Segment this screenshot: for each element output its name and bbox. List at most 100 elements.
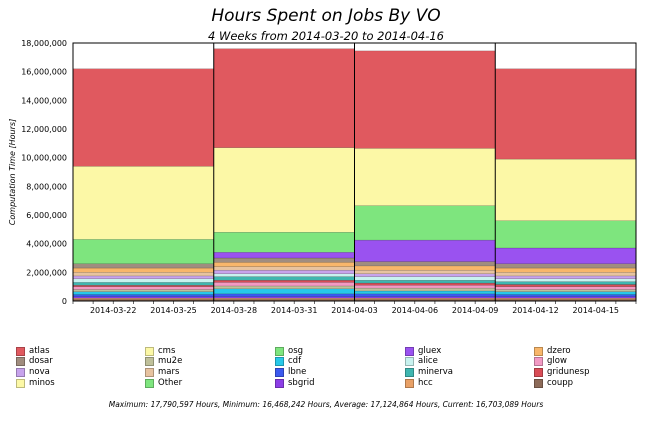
bar-segment-minerva xyxy=(72,282,214,286)
legend-swatch xyxy=(16,346,25,356)
legend-swatch xyxy=(405,367,414,377)
y-tick-label: 10,000,000 xyxy=(21,154,67,163)
bar-segment-nova xyxy=(354,273,496,277)
bar-segment-sbgrid xyxy=(213,296,355,299)
legend-item-cms: cms xyxy=(145,345,175,357)
bar-segment-cdf xyxy=(495,291,637,295)
legend-item-mars: mars xyxy=(145,366,179,378)
bar-segment-gluex xyxy=(213,252,355,259)
legend-item-mu2e: mu2e xyxy=(145,355,182,367)
bar-segment-nova xyxy=(495,275,637,279)
bar-segment-atlas xyxy=(354,50,496,149)
bar-segment-dzero xyxy=(354,265,496,271)
bar-segment-gridunesp xyxy=(213,280,355,283)
bar-segment-mu2e xyxy=(354,287,496,292)
bar-segment-minerva xyxy=(495,281,637,285)
bar-segment-dzero xyxy=(495,267,637,273)
bar-segment-cdf xyxy=(354,290,496,295)
bar-segment-osg xyxy=(72,239,214,264)
legend-label: mu2e xyxy=(158,356,183,366)
bar-segment-gridunesp xyxy=(354,282,496,286)
legend-swatch xyxy=(534,378,543,388)
legend-item-minerva: minerva xyxy=(405,366,453,378)
legend-swatch xyxy=(16,378,25,388)
bar-segment-minerva xyxy=(213,276,355,281)
bar-segment-hcc xyxy=(72,297,214,300)
legend-swatch xyxy=(275,356,284,366)
bar-segment-dosar xyxy=(72,263,214,269)
legend-label: glow xyxy=(547,356,567,366)
legend-item-minos: minos xyxy=(16,377,55,389)
bar-segment-cms xyxy=(354,148,496,206)
bar-segment-mars xyxy=(72,272,214,277)
bar-segment-gridunesp xyxy=(495,284,637,287)
y-tick-label: 14,000,000 xyxy=(21,96,67,105)
bar-segment-alice xyxy=(72,278,214,283)
bar-segment-gridunesp xyxy=(72,285,214,287)
bar-segment-dosar xyxy=(495,263,637,269)
legend-label: nova xyxy=(29,367,50,377)
legend-item-osg: osg xyxy=(275,345,303,357)
bar-segment-mu2e xyxy=(495,289,637,292)
legend-item-dzero: dzero xyxy=(534,345,571,357)
y-tick-label: 6,000,000 xyxy=(26,211,67,220)
bar-segment-alice xyxy=(354,276,496,281)
bar-segment-dzero xyxy=(213,262,355,267)
legend-swatch xyxy=(275,346,284,356)
legend-swatch xyxy=(275,378,284,388)
y-tick-label: 16,000,000 xyxy=(21,68,67,77)
x-tick-label: 2014-04-03 xyxy=(331,306,378,315)
legend-swatch xyxy=(145,367,154,377)
legend-swatch xyxy=(405,378,414,388)
bar-segment-lbne xyxy=(213,293,355,297)
bar-segment-lbne xyxy=(72,294,214,297)
legend-item-lbne: lbne xyxy=(275,366,306,378)
y-tick-label: 12,000,000 xyxy=(21,125,67,134)
x-tick-label: 2014-04-15 xyxy=(573,306,620,315)
bar-segment-cms xyxy=(495,158,637,221)
legend-swatch xyxy=(405,346,414,356)
bar-segment-glow xyxy=(213,282,355,287)
legend-item-nova: nova xyxy=(16,366,50,378)
bar-segment-dzero xyxy=(72,267,214,273)
legend-label: Other xyxy=(158,378,183,388)
bar-segment-mu2e xyxy=(213,285,355,290)
legend-label: cms xyxy=(158,346,176,356)
bar-segment-cdf xyxy=(72,291,214,295)
bar-segment-cms xyxy=(213,147,355,233)
footer-stats: Maximum: 17,790,597 Hours, Minimum: 16,4… xyxy=(108,400,544,409)
bar-segment-mars xyxy=(495,272,637,277)
y-tick-label: 4,000,000 xyxy=(26,240,67,249)
bar-segment-atlas xyxy=(213,48,355,148)
legend-label: gluex xyxy=(418,346,442,356)
x-tick-label: 2014-04-12 xyxy=(512,306,559,315)
legend-label: lbne xyxy=(288,367,307,377)
legend-item-dosar: dosar xyxy=(16,355,53,367)
legend-swatch xyxy=(16,367,25,377)
x-tick-label: 2014-03-28 xyxy=(211,306,258,315)
bar-segment-minerva xyxy=(354,280,496,284)
bar-segment-nova xyxy=(72,275,214,279)
axes: 0 2,000,000 4,000,000 6,000,000 8,000,000 10,… xyxy=(8,39,637,315)
bar-segment-sbgrid xyxy=(354,296,496,299)
legend-label: cdf xyxy=(288,356,302,366)
bar-segment-glow xyxy=(354,285,496,289)
y-tick-label: 8,000,000 xyxy=(26,182,67,191)
legend-item-cdf: cdf xyxy=(275,355,301,367)
legend-label: osg xyxy=(288,346,304,356)
bar-segment-dosar xyxy=(213,257,355,263)
x-tick-label: 2014-04-09 xyxy=(452,306,499,315)
bar-segment-lbne xyxy=(354,293,496,297)
legend-label: minerva xyxy=(418,367,453,377)
legend-swatch xyxy=(534,367,543,377)
legend-item-atlas: atlas xyxy=(16,345,50,357)
bar-segment-sbgrid xyxy=(495,296,637,299)
legend-label: dzero xyxy=(547,346,571,356)
legend-item-alice: alice xyxy=(405,355,438,367)
legend-item-hcc: hcc xyxy=(405,377,433,389)
legend-label: mars xyxy=(158,367,180,377)
legend-label: hcc xyxy=(418,378,433,388)
legend-label: alice xyxy=(418,356,438,366)
bar-segment-glow xyxy=(72,286,214,290)
